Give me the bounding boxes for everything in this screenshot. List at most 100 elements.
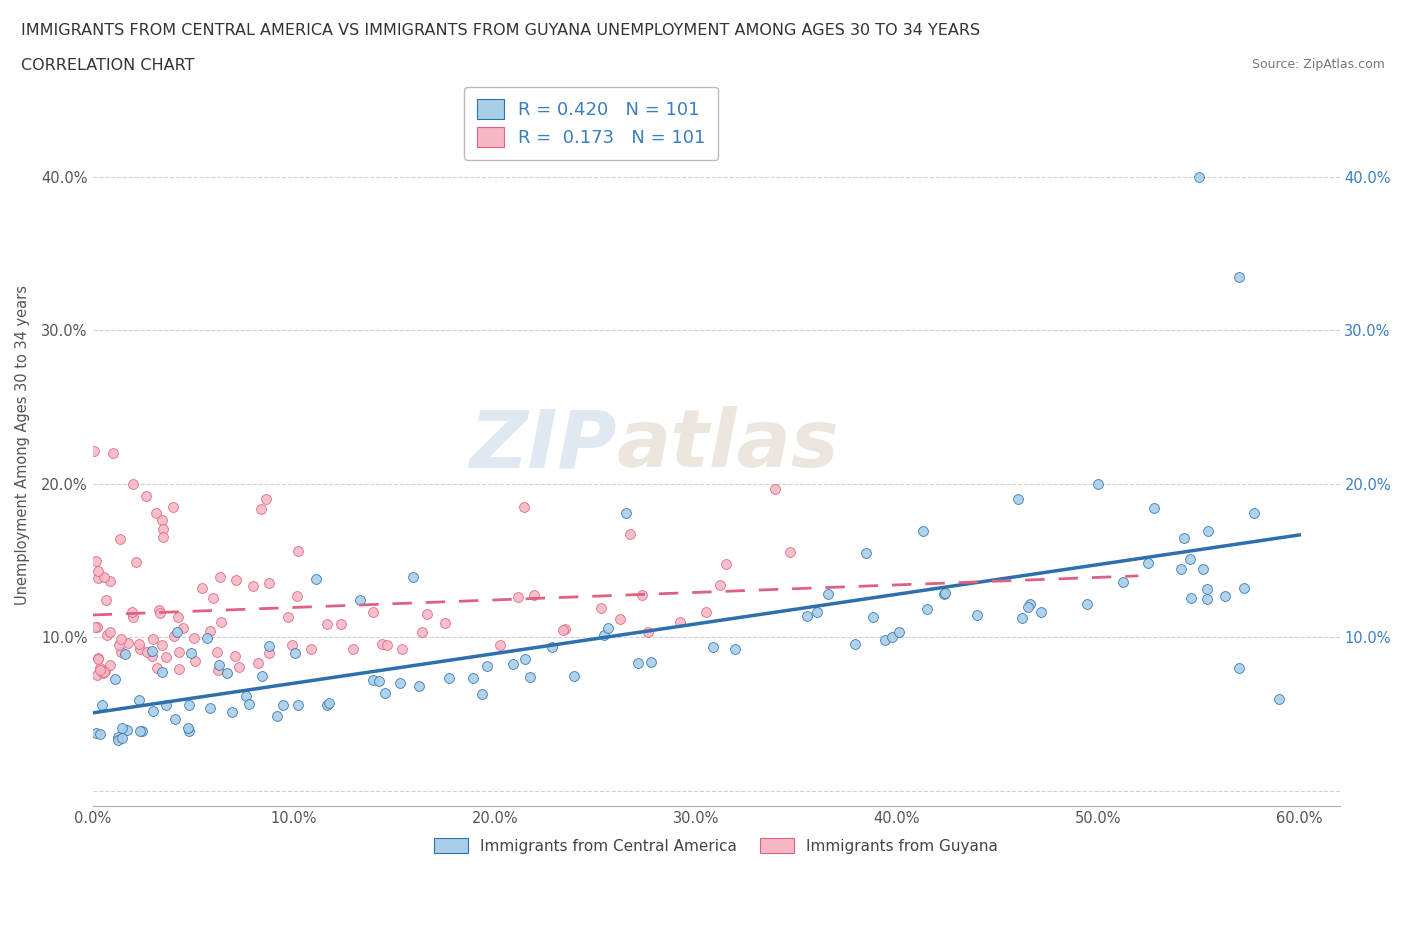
Point bbox=[434, 616, 457, 631]
Point bbox=[86, 651, 108, 666]
Point bbox=[209, 615, 232, 630]
Point bbox=[724, 642, 747, 657]
Point bbox=[172, 620, 194, 635]
Point bbox=[163, 629, 186, 644]
Point bbox=[1136, 555, 1159, 570]
Point bbox=[411, 624, 433, 639]
Point bbox=[513, 499, 536, 514]
Point bbox=[287, 698, 309, 712]
Point bbox=[148, 603, 170, 618]
Point bbox=[183, 631, 205, 645]
Point bbox=[375, 638, 398, 653]
Point bbox=[128, 636, 150, 651]
Point bbox=[1180, 591, 1202, 605]
Point bbox=[1233, 580, 1256, 595]
Text: ZIP: ZIP bbox=[470, 406, 616, 485]
Point bbox=[205, 644, 228, 659]
Point bbox=[862, 609, 884, 624]
Point bbox=[702, 639, 724, 654]
Point bbox=[177, 724, 200, 738]
Point bbox=[87, 564, 110, 578]
Point bbox=[215, 666, 238, 681]
Legend: Immigrants from Central America, Immigrants from Guyana: Immigrants from Central America, Immigra… bbox=[429, 831, 1004, 859]
Point bbox=[1197, 591, 1219, 606]
Point bbox=[228, 659, 250, 674]
Point bbox=[640, 654, 662, 669]
Text: IMMIGRANTS FROM CENTRAL AMERICA VS IMMIGRANTS FROM GUYANA UNEMPLOYMENT AMONG AGE: IMMIGRANTS FROM CENTRAL AMERICA VS IMMIG… bbox=[21, 23, 980, 38]
Point bbox=[84, 725, 107, 740]
Point bbox=[873, 633, 896, 648]
Point bbox=[221, 705, 243, 720]
Point bbox=[817, 587, 839, 602]
Point bbox=[508, 590, 530, 604]
Point bbox=[934, 585, 956, 600]
Point bbox=[110, 644, 132, 659]
Point bbox=[166, 624, 188, 639]
Point bbox=[141, 644, 163, 658]
Point bbox=[142, 703, 165, 718]
Point bbox=[342, 642, 364, 657]
Point bbox=[198, 623, 221, 638]
Point bbox=[437, 671, 460, 685]
Point bbox=[1170, 562, 1192, 577]
Point bbox=[668, 614, 690, 629]
Point bbox=[1188, 169, 1211, 184]
Point bbox=[522, 588, 544, 603]
Point bbox=[1011, 611, 1033, 626]
Point bbox=[257, 645, 280, 660]
Point bbox=[208, 658, 231, 672]
Point bbox=[250, 669, 273, 684]
Point bbox=[271, 698, 294, 712]
Point bbox=[932, 587, 955, 602]
Point bbox=[122, 609, 145, 624]
Point bbox=[152, 530, 174, 545]
Point bbox=[1017, 600, 1039, 615]
Point bbox=[911, 524, 934, 538]
Point bbox=[107, 729, 129, 744]
Point bbox=[162, 499, 184, 514]
Point bbox=[200, 700, 222, 715]
Point bbox=[471, 686, 494, 701]
Point bbox=[554, 621, 576, 636]
Point bbox=[416, 606, 439, 621]
Point bbox=[596, 620, 619, 635]
Point bbox=[250, 501, 273, 516]
Point bbox=[1227, 269, 1250, 284]
Point bbox=[316, 698, 339, 712]
Point bbox=[150, 637, 173, 652]
Point bbox=[125, 554, 148, 569]
Point bbox=[83, 444, 105, 458]
Point bbox=[142, 631, 165, 646]
Point bbox=[285, 589, 308, 604]
Point bbox=[257, 576, 280, 591]
Point bbox=[1180, 551, 1202, 566]
Point bbox=[242, 579, 264, 594]
Point bbox=[145, 505, 167, 520]
Point bbox=[1243, 506, 1265, 521]
Point bbox=[329, 617, 352, 631]
Point bbox=[502, 657, 524, 671]
Y-axis label: Unemployment Among Ages 30 to 34 years: Unemployment Among Ages 30 to 34 years bbox=[15, 286, 30, 605]
Point bbox=[96, 627, 118, 642]
Point bbox=[374, 685, 396, 700]
Point bbox=[87, 570, 110, 585]
Point bbox=[167, 644, 190, 659]
Point bbox=[287, 544, 309, 559]
Point bbox=[179, 698, 201, 712]
Point bbox=[305, 571, 328, 586]
Text: CORRELATION CHART: CORRELATION CHART bbox=[21, 58, 194, 73]
Point bbox=[98, 625, 121, 640]
Point bbox=[246, 656, 269, 671]
Point bbox=[146, 660, 169, 675]
Point bbox=[796, 608, 818, 623]
Point bbox=[1142, 500, 1164, 515]
Point bbox=[121, 604, 143, 619]
Point bbox=[631, 588, 654, 603]
Point bbox=[709, 578, 731, 592]
Point bbox=[209, 569, 232, 584]
Point bbox=[111, 730, 134, 745]
Point bbox=[627, 656, 650, 671]
Point bbox=[104, 671, 127, 686]
Point bbox=[855, 545, 877, 560]
Point bbox=[110, 531, 132, 546]
